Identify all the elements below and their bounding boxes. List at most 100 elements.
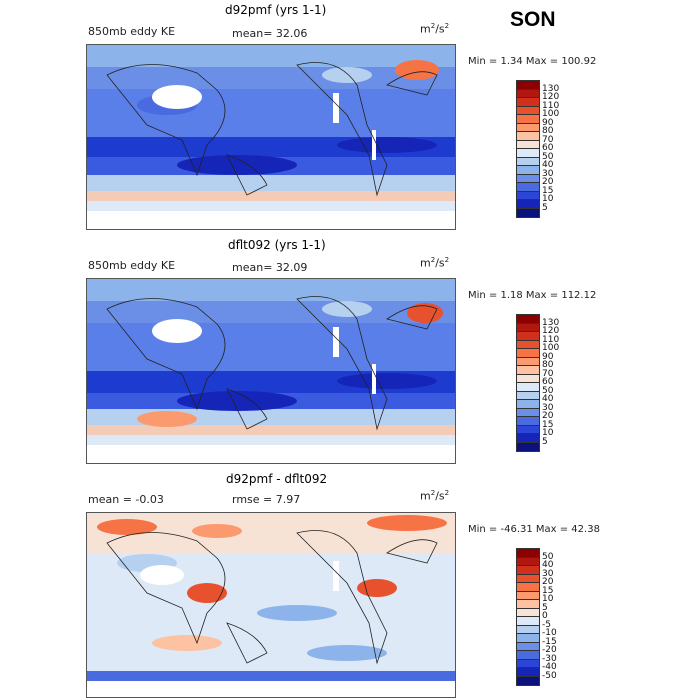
colorbar-segment <box>517 391 539 400</box>
colorbar-segment <box>517 625 539 634</box>
colorbar-tick-label: 20 <box>542 177 554 187</box>
colorbar-tick-label: 5 <box>542 436 548 447</box>
panel-2-colorbar <box>516 314 540 452</box>
colorbar-tick-label: 110 <box>542 334 560 345</box>
panel-1-minmax: Min = 1.34 Max = 100.92 <box>468 56 597 67</box>
panel-1-units: m2/s2 <box>420 22 450 36</box>
colorbar-segment <box>517 98 539 107</box>
colorbar-tick-label: 50 <box>542 551 554 562</box>
panel-2-units: m2/s2 <box>420 256 450 270</box>
colorbar-tick-label: 10 <box>542 194 554 204</box>
colorbar-segment <box>517 89 539 98</box>
panel-3-colorbar <box>516 548 540 686</box>
colorbar-tick-label: 60 <box>542 377 554 387</box>
colorbar-tick-label: 0 <box>542 611 548 621</box>
colorbar-segment <box>517 340 539 349</box>
colorbar-segment <box>517 183 539 192</box>
colorbar-tick-label: 90 <box>542 117 554 128</box>
colorbar-tick-label: -5 <box>542 619 551 630</box>
colorbar-tick-label: 50 <box>542 385 554 396</box>
colorbar-segment <box>517 591 539 600</box>
colorbar-segment <box>517 323 539 332</box>
colorbar-segment <box>517 208 539 217</box>
colorbar-tick-label: 130 <box>542 317 560 328</box>
colorbar-segment <box>517 149 539 158</box>
panel-1-variable-label: 850mb eddy KE <box>88 25 176 38</box>
colorbar-tick-label: 40 <box>542 394 554 404</box>
colorbar-segment <box>517 400 539 409</box>
panel-2-title: dflt092 (yrs 1-1) <box>228 238 326 252</box>
colorbar-segment <box>517 123 539 132</box>
colorbar-tick-label: 110 <box>542 100 560 111</box>
panel-2-variable-label: 850mb eddy KE <box>88 259 176 272</box>
colorbar-tick-label: 120 <box>542 92 560 102</box>
colorbar-segment <box>517 668 539 677</box>
colorbar-tick-label: 50 <box>542 151 554 162</box>
colorbar-tick-label: 70 <box>542 368 554 379</box>
colorbar-segment <box>517 166 539 175</box>
colorbar-segment <box>517 659 539 668</box>
panel-3-mean-label: mean = -0.03 <box>88 493 164 506</box>
colorbar-segment <box>517 417 539 426</box>
colorbar-segment <box>517 425 539 434</box>
colorbar-tick-label: 15 <box>542 419 554 430</box>
colorbar-segment <box>517 549 539 558</box>
panel-2-map <box>86 278 456 464</box>
colorbar-segment <box>517 357 539 366</box>
colorbar-segment <box>517 608 539 617</box>
colorbar-tick-label: 100 <box>542 343 560 353</box>
colorbar-segment <box>517 157 539 166</box>
panel-3-units: m2/s2 <box>420 489 450 503</box>
colorbar-tick-label: 20 <box>542 577 554 587</box>
colorbar-tick-label: 30 <box>542 568 554 579</box>
colorbar-tick-label: 80 <box>542 126 554 136</box>
colorbar-tick-label: -40 <box>542 662 557 672</box>
colorbar-segment <box>517 174 539 183</box>
colorbar-segment <box>517 332 539 341</box>
panel-2-minmax: Min = 1.18 Max = 112.12 <box>468 290 597 301</box>
panel-1-colorbar <box>516 80 540 218</box>
colorbar-segment <box>517 315 539 324</box>
colorbar-segment <box>517 557 539 566</box>
colorbar-segment <box>517 617 539 626</box>
colorbar-tick-label: -15 <box>542 636 557 647</box>
colorbar-segment <box>517 642 539 651</box>
panel-1-mean-label: mean= 32.06 <box>232 27 308 40</box>
colorbar-tick-label: 120 <box>542 326 560 336</box>
colorbar-segment <box>517 574 539 583</box>
colorbar-tick-label: 30 <box>542 168 554 179</box>
colorbar-segment <box>517 383 539 392</box>
panel-2-mean-label: mean= 32.09 <box>232 261 308 274</box>
colorbar-segment <box>517 408 539 417</box>
colorbar-tick-label: 90 <box>542 351 554 362</box>
colorbar-tick-label: 10 <box>542 428 554 438</box>
colorbar-segment <box>517 651 539 660</box>
colorbar-segment <box>517 366 539 375</box>
colorbar-tick-label: 130 <box>542 83 560 94</box>
colorbar-segment <box>517 140 539 149</box>
colorbar-segment <box>517 349 539 358</box>
colorbar-tick-label: 80 <box>542 360 554 370</box>
season-label: SON <box>510 8 556 31</box>
colorbar-tick-label: 100 <box>542 109 560 119</box>
colorbar-segment <box>517 634 539 643</box>
colorbar-tick-label: 15 <box>542 185 554 196</box>
colorbar-tick-label: 30 <box>542 402 554 413</box>
colorbar-tick-label: 20 <box>542 411 554 421</box>
colorbar-segment <box>517 566 539 575</box>
colorbar-tick-label: 5 <box>542 602 548 613</box>
colorbar-segment <box>517 583 539 592</box>
colorbar-tick-label: 70 <box>542 134 554 145</box>
colorbar-tick-label: -50 <box>542 670 557 681</box>
colorbar-segment <box>517 106 539 115</box>
panel-3-minmax: Min = -46.31 Max = 42.38 <box>468 524 600 535</box>
panel-3-map <box>86 512 456 698</box>
colorbar-segment <box>517 600 539 609</box>
colorbar-segment <box>517 81 539 90</box>
colorbar-tick-label: -10 <box>542 628 557 638</box>
colorbar-tick-label: 60 <box>542 143 554 153</box>
colorbar-tick-label: 40 <box>542 560 554 570</box>
colorbar-tick-label: 40 <box>542 160 554 170</box>
colorbar-segment <box>517 434 539 443</box>
colorbar-segment <box>517 374 539 383</box>
